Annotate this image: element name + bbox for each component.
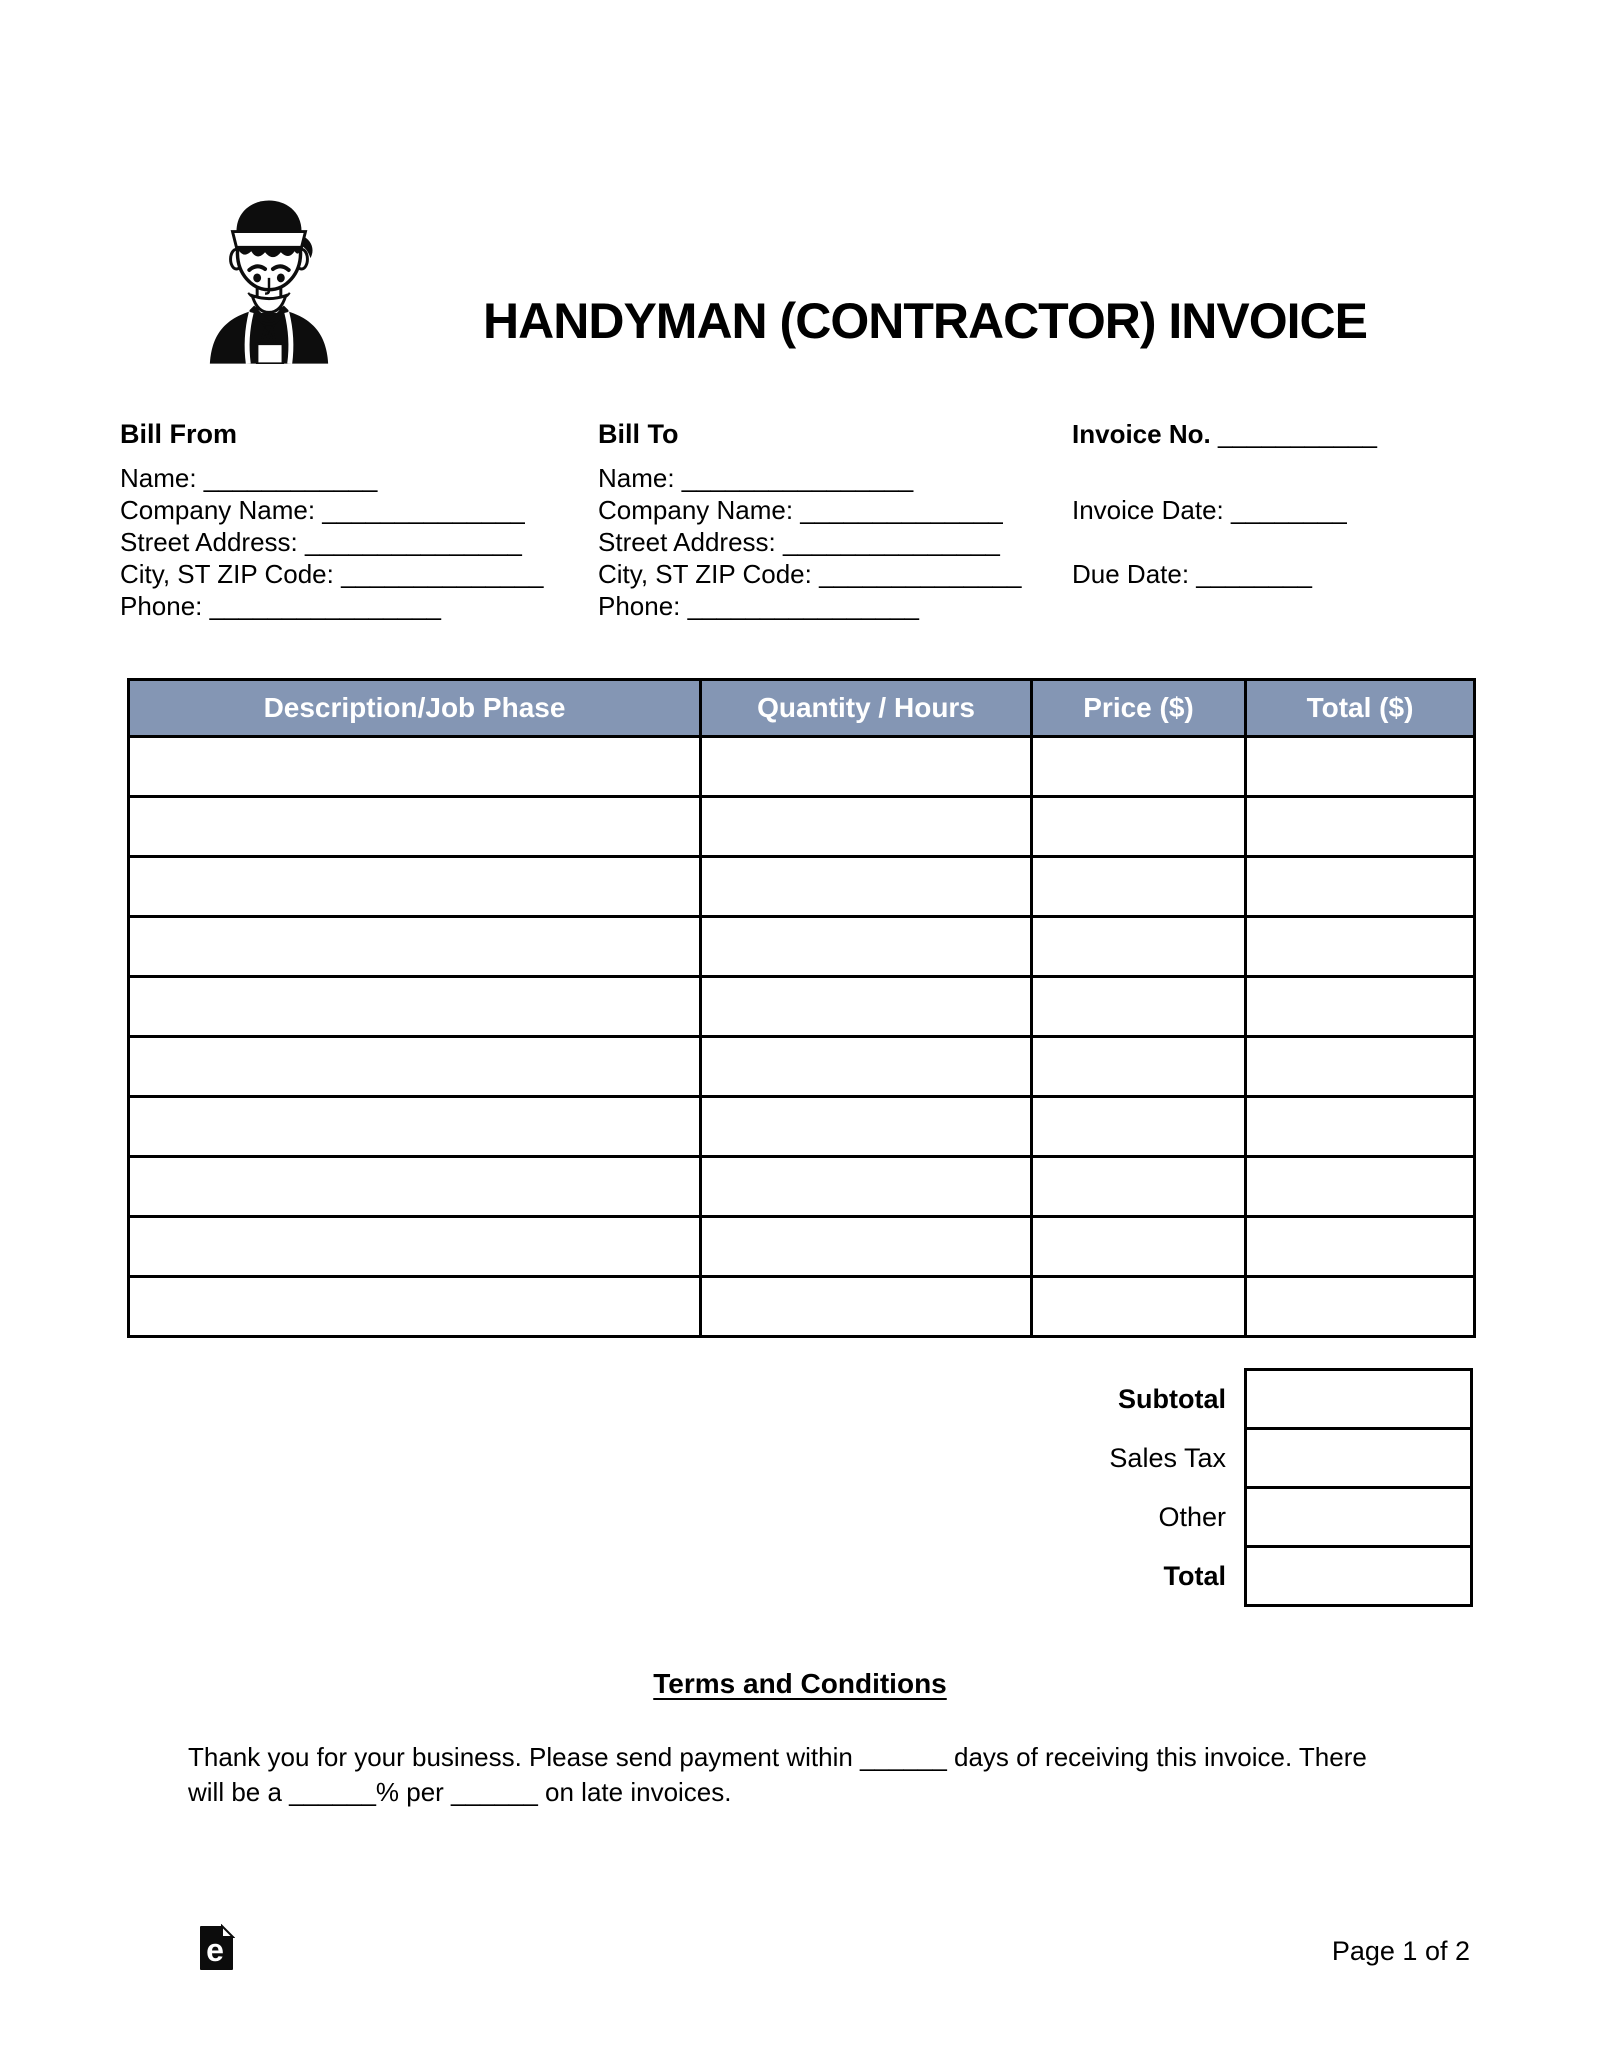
empty-line-item-cell [699, 1095, 1033, 1158]
empty-line-item-cell [1030, 855, 1247, 918]
column-header-description: Description/Job Phase [127, 678, 702, 738]
empty-line-item-cell [127, 1215, 702, 1278]
bill-to-section: Bill To Name: ________________ Company N… [598, 418, 1068, 622]
summary-section: Subtotal Sales Tax Other Total [127, 1368, 1473, 1607]
empty-line-item-cell [1030, 1155, 1247, 1218]
summary-row-subtotal: Subtotal [127, 1368, 1473, 1430]
empty-line-item-row [127, 975, 1476, 1038]
column-header-total: Total ($) [1244, 678, 1476, 738]
empty-line-item-cell [1244, 855, 1476, 918]
subtotal-label: Subtotal [1118, 1383, 1226, 1414]
handyman-logo-icon [209, 196, 329, 364]
empty-line-item-row [127, 1095, 1476, 1158]
bill-from-street-field: Street Address: _______________ [120, 527, 522, 557]
invoice-meta-section: Invoice No. ___________ Invoice Date: __… [1072, 418, 1492, 590]
empty-line-item-cell [699, 855, 1033, 918]
page-title: HANDYMAN (CONTRACTOR) INVOICE [483, 293, 1368, 349]
sales-tax-value-box [1244, 1427, 1473, 1489]
terms-body: Thank you for your business. Please send… [188, 1740, 1428, 1810]
bill-from-heading: Bill From [120, 419, 238, 449]
empty-line-item-cell [699, 975, 1033, 1038]
due-date-field: Due Date: ________ [1072, 559, 1312, 589]
invoice-date-field: Invoice Date: ________ [1072, 495, 1347, 525]
empty-line-item-cell [699, 795, 1033, 858]
bill-to-company-field: Company Name: ______________ [598, 495, 1003, 525]
empty-line-item-cell [699, 915, 1033, 978]
empty-line-item-cell [1244, 1215, 1476, 1278]
empty-line-item-cell [699, 735, 1033, 798]
empty-line-item-cell [1030, 1035, 1247, 1098]
empty-line-item-cell [699, 1155, 1033, 1218]
table-header-row: Description/Job Phase Quantity / Hours P… [127, 678, 1476, 738]
terms-line-1: Thank you for your business. Please send… [188, 1742, 1367, 1772]
empty-line-item-cell [127, 735, 702, 798]
empty-line-item-cell [1030, 795, 1247, 858]
empty-line-item-cell [127, 795, 702, 858]
bill-from-company-field: Company Name: ______________ [120, 495, 525, 525]
empty-line-item-cell [1030, 1215, 1247, 1278]
column-header-price: Price ($) [1030, 678, 1247, 738]
bill-from-city-field: City, ST ZIP Code: ______________ [120, 559, 544, 589]
empty-line-item-row [127, 1035, 1476, 1098]
line-items-table: Description/Job Phase Quantity / Hours P… [127, 678, 1476, 1338]
invoice-number-field: Invoice No. ___________ [1072, 418, 1492, 450]
summary-row-sales-tax: Sales Tax [127, 1427, 1473, 1489]
empty-line-item-cell [127, 1095, 702, 1158]
bill-from-phone-field: Phone: ________________ [120, 591, 441, 621]
empty-line-item-cell [699, 1035, 1033, 1098]
empty-line-item-cell [1244, 1155, 1476, 1218]
empty-line-item-cell [1030, 735, 1247, 798]
empty-line-item-cell [127, 975, 702, 1038]
terms-line-2: will be a ______% per ______ on late inv… [188, 1777, 732, 1807]
empty-line-item-cell [1030, 915, 1247, 978]
empty-line-item-row [127, 1155, 1476, 1218]
empty-line-item-cell [1244, 1275, 1476, 1338]
empty-line-item-cell [1030, 1095, 1247, 1158]
summary-row-total: Total [127, 1545, 1473, 1607]
column-header-quantity: Quantity / Hours [699, 678, 1033, 738]
bill-to-name-field: Name: ________________ [598, 463, 914, 493]
empty-line-item-row [127, 855, 1476, 918]
bill-from-name-field: Name: ____________ [120, 463, 378, 493]
other-value-box [1244, 1486, 1473, 1548]
empty-line-item-row [127, 1215, 1476, 1278]
sales-tax-label: Sales Tax [1109, 1442, 1226, 1473]
empty-line-item-cell [127, 1035, 702, 1098]
invoice-number-blank: ___________ [1217, 419, 1377, 449]
bill-to-street-field: Street Address: _______________ [598, 527, 1000, 557]
empty-line-item-row [127, 915, 1476, 978]
invoice-number-label: Invoice No. [1072, 419, 1211, 449]
empty-line-item-row [127, 735, 1476, 798]
empty-line-item-cell [699, 1275, 1033, 1338]
terms-heading: Terms and Conditions [653, 1668, 947, 1699]
empty-line-item-cell [127, 855, 702, 918]
empty-line-item-cell [1244, 1095, 1476, 1158]
other-label: Other [1158, 1501, 1226, 1532]
empty-line-item-cell [699, 1215, 1033, 1278]
empty-line-item-row [127, 795, 1476, 858]
empty-line-item-cell [1244, 1035, 1476, 1098]
empty-line-item-cell [1030, 975, 1247, 1038]
empty-line-item-cell [127, 1275, 702, 1338]
bill-to-heading: Bill To [598, 419, 679, 449]
bill-to-city-field: City, ST ZIP Code: ______________ [598, 559, 1022, 589]
empty-line-item-cell [1244, 735, 1476, 798]
empty-line-item-row [127, 1275, 1476, 1338]
page-number-label: Page 1 of 2 [1331, 1936, 1470, 1966]
bill-to-phone-field: Phone: ________________ [598, 591, 919, 621]
svg-text:e: e [206, 1932, 224, 1968]
total-label: Total [1163, 1560, 1227, 1591]
empty-line-item-cell [1244, 795, 1476, 858]
summary-row-other: Other [127, 1486, 1473, 1548]
eforms-logo-icon: e [200, 1924, 235, 1970]
empty-line-item-cell [127, 1155, 702, 1218]
empty-line-item-cell [127, 915, 702, 978]
empty-line-item-cell [1244, 915, 1476, 978]
empty-line-item-cell [1030, 1275, 1247, 1338]
empty-line-item-cell [1244, 975, 1476, 1038]
subtotal-value-box [1244, 1368, 1473, 1430]
bill-from-section: Bill From Name: ____________ Company Nam… [120, 418, 590, 622]
total-value-box [1244, 1545, 1473, 1607]
